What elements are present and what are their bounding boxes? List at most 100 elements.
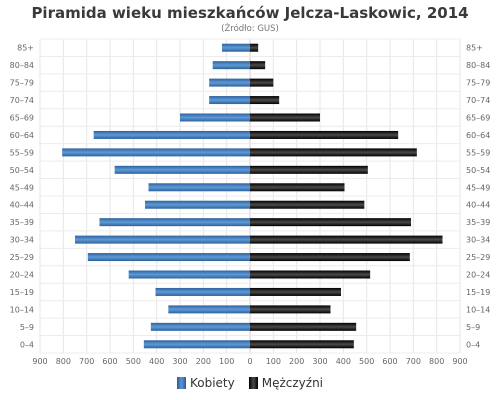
legend-item-female[interactable]: Kobiety	[176, 376, 235, 390]
bar-male	[250, 183, 345, 192]
category-label-left: 80–84	[10, 61, 34, 70]
bar-male	[250, 61, 266, 70]
category-label-left: 10–14	[10, 305, 34, 314]
bar-female	[148, 183, 250, 192]
x-tick-label: 800	[429, 357, 444, 366]
category-label-left: 0–4	[20, 340, 34, 349]
category-label-right: 50–54	[466, 166, 490, 175]
category-label-right: 40–44	[466, 201, 490, 210]
category-label-left: 55–59	[10, 148, 34, 157]
category-label-right: 65–69	[466, 114, 490, 123]
legend-swatch-male	[248, 377, 258, 389]
x-tick-label: 300	[312, 357, 327, 366]
bar-female	[93, 130, 251, 139]
category-label-left: 20–24	[10, 271, 34, 280]
legend-item-male[interactable]: Mężczyźni	[248, 376, 324, 390]
bar-female	[150, 322, 250, 331]
bar-male	[250, 340, 354, 349]
bar-male	[250, 287, 341, 296]
category-label-right: 5–9	[466, 323, 480, 332]
bar-female	[99, 218, 250, 227]
x-tick-label: 300	[172, 357, 187, 366]
bar-male	[250, 78, 274, 87]
category-label-left: 25–29	[10, 253, 34, 262]
bar-female	[180, 113, 250, 122]
category-label-right: 70–74	[466, 96, 490, 105]
category-label-left: 75–79	[10, 79, 34, 88]
bar-female	[114, 165, 251, 174]
x-tick-label: 400	[336, 357, 351, 366]
x-tick-label: 400	[149, 357, 164, 366]
bar-male	[250, 200, 365, 209]
category-label-left: 40–44	[10, 201, 34, 210]
x-tick-label: 700	[406, 357, 421, 366]
category-label-right: 30–34	[466, 236, 490, 245]
chart-title: Piramida wieku mieszkańców Jelcza-Laskow…	[31, 4, 469, 22]
category-label-left: 70–74	[10, 96, 34, 105]
bar-male	[250, 218, 411, 227]
category-label-right: 55–59	[466, 148, 490, 157]
category-label-right: 35–39	[466, 218, 490, 227]
bar-female	[209, 78, 250, 87]
bar-male	[250, 305, 331, 314]
category-label-right: 60–64	[466, 131, 490, 140]
bar-male	[250, 43, 259, 52]
legend-swatch-female	[176, 377, 186, 389]
bar-female	[209, 96, 250, 105]
category-label-right: 0–4	[466, 340, 480, 349]
x-tick-label: 900	[452, 357, 467, 366]
category-label-right: 75–79	[466, 79, 490, 88]
bar-male	[250, 113, 320, 122]
category-label-left: 65–69	[10, 114, 34, 123]
category-label-right: 80–84	[466, 61, 490, 70]
bar-male	[250, 148, 417, 157]
category-label-right: 20–24	[466, 271, 490, 280]
category-label-right: 25–29	[466, 253, 490, 262]
legend-label-female: Kobiety	[189, 376, 235, 390]
category-label-left: 45–49	[10, 183, 34, 192]
x-tick-label: 500	[359, 357, 374, 366]
bar-male	[250, 130, 399, 139]
category-label-left: 85+	[17, 44, 34, 53]
legend-label-male: Mężczyźni	[261, 376, 324, 390]
category-label-left: 5–9	[20, 323, 34, 332]
x-tick-label: 700	[79, 357, 94, 366]
bar-female	[155, 287, 250, 296]
category-label-left: 50–54	[10, 166, 34, 175]
x-tick-label: 200	[289, 357, 304, 366]
bar-female	[75, 235, 250, 244]
x-tick-label: 900	[32, 357, 47, 366]
bar-female	[145, 200, 250, 209]
x-tick-label: 100	[266, 357, 281, 366]
bar-male	[250, 322, 357, 331]
legend: Kobiety Mężczyźni	[0, 376, 500, 390]
x-tick-label: 600	[382, 357, 397, 366]
category-label-right: 85+	[466, 44, 483, 53]
category-label-left: 35–39	[10, 218, 34, 227]
bar-female	[128, 270, 250, 279]
x-tick-label: 500	[126, 357, 141, 366]
bar-female	[222, 43, 250, 52]
category-label-right: 10–14	[466, 305, 490, 314]
bar-male	[250, 165, 368, 174]
x-tick-label: 200	[196, 357, 211, 366]
bar-female	[212, 61, 250, 70]
category-label-right: 15–19	[466, 288, 490, 297]
x-tick-label: 800	[56, 357, 71, 366]
x-tick-label: 100	[219, 357, 234, 366]
bar-female	[62, 148, 250, 157]
bar-male	[250, 96, 280, 105]
x-tick-label: 600	[102, 357, 117, 366]
chart-subtitle: (Źródło: GUS)	[221, 24, 279, 34]
x-tick-label: 0	[247, 357, 252, 366]
category-label-left: 15–19	[10, 288, 34, 297]
category-label-left: 60–64	[10, 131, 34, 140]
bar-male	[250, 235, 443, 244]
bar-male	[250, 253, 410, 262]
bar-female	[168, 305, 250, 314]
bar-female	[143, 340, 250, 349]
bar-male	[250, 270, 371, 279]
bar-female	[87, 253, 250, 262]
category-label-left: 30–34	[10, 236, 34, 245]
